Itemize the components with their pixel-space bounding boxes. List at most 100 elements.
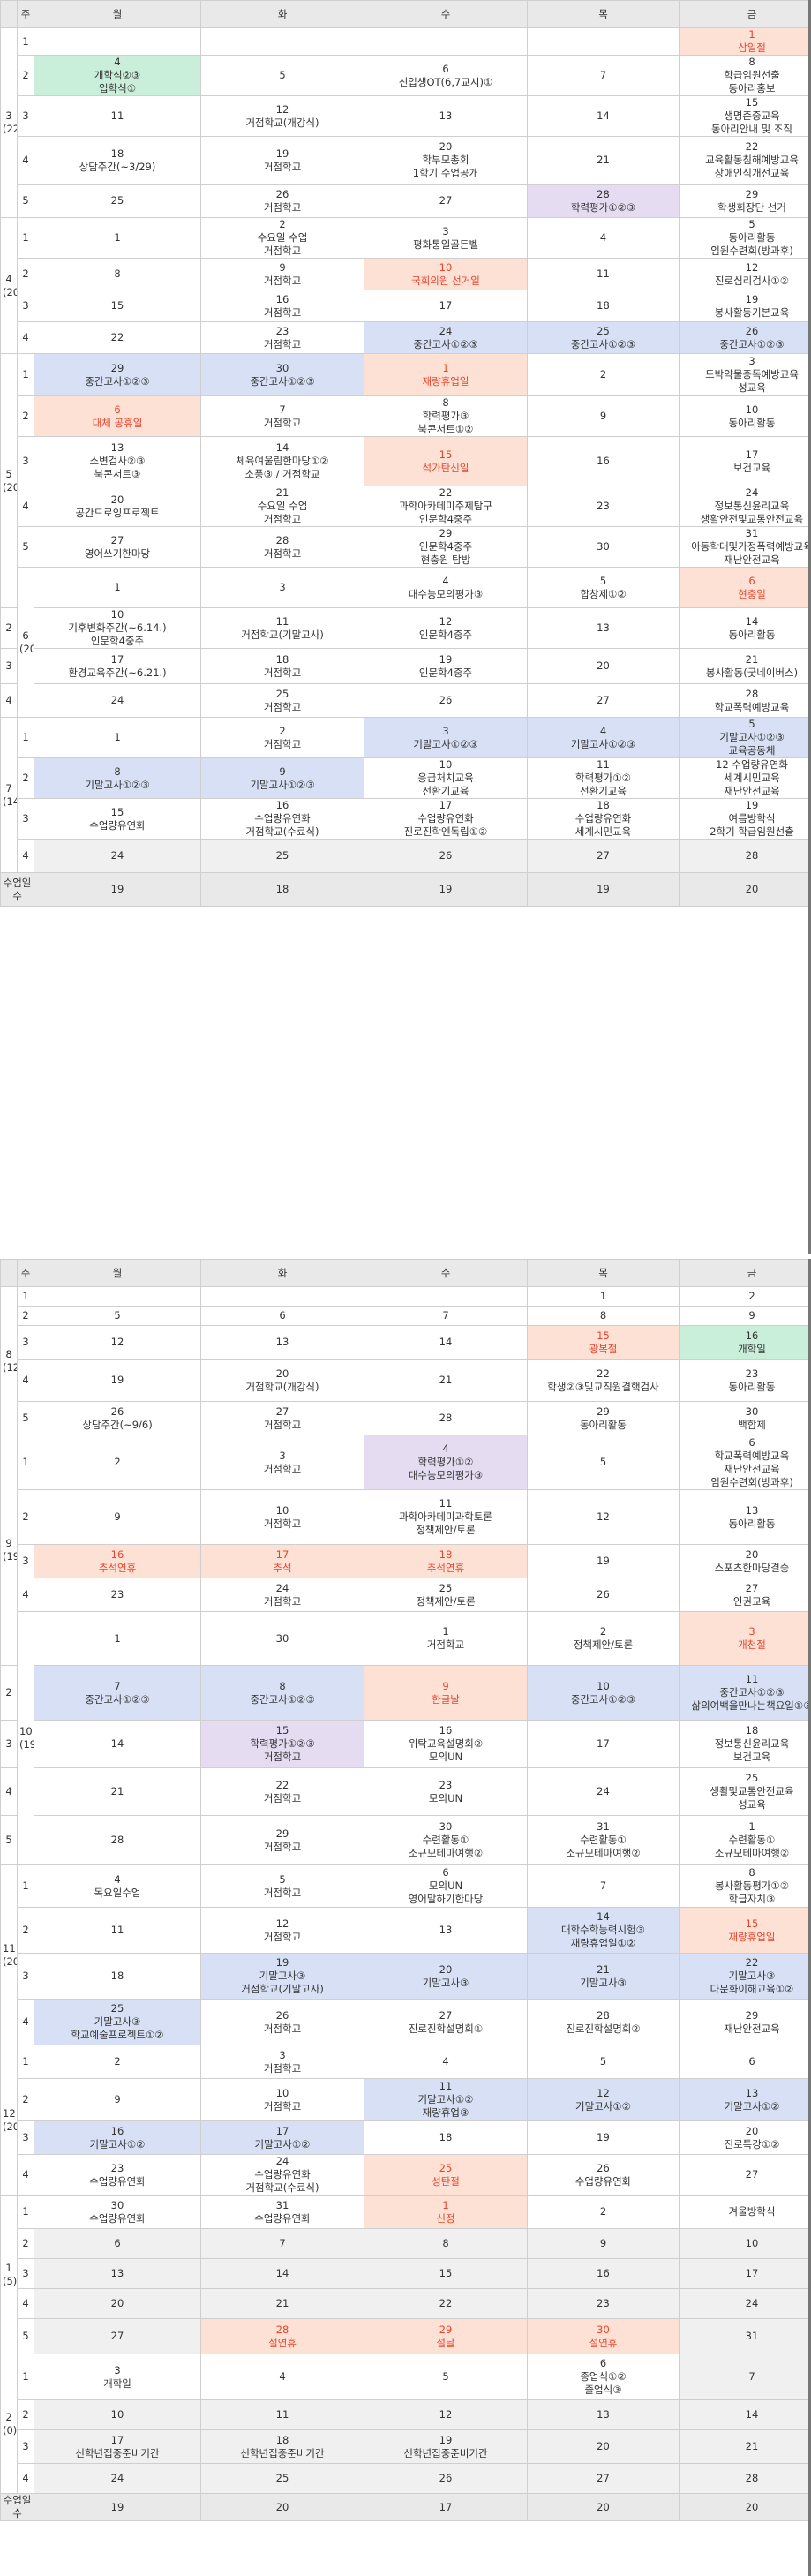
day-text: 3 기말고사①②③ — [413, 724, 478, 750]
day-text: 23 — [597, 500, 610, 512]
day-text: 26 — [597, 1588, 610, 1601]
day-cell: 9 — [679, 1306, 811, 1326]
week-row: 2 9 10 거점학교 11 기말고사①② 재량휴업③ 12 기말고사①② 13 기말고사… — [1, 2078, 811, 2121]
day-cell: 17 보건교육 — [679, 436, 811, 486]
day-cell: 2 — [527, 353, 680, 396]
day-cell: 19 거점학교 — [200, 136, 364, 185]
day-text: 31 아동학대및가정폭력예방교육 재난안전교육 — [691, 527, 811, 567]
summary-day-count: 18 — [200, 872, 364, 907]
day-cell: 5 — [364, 2354, 528, 2400]
day-text: 4 — [599, 231, 607, 244]
summary-day-count: 20 — [200, 2493, 364, 2521]
summary-day-count: 20 — [527, 2493, 680, 2521]
day-cell: 25 거점학교 — [200, 683, 364, 718]
day-cell: 13 — [34, 2258, 201, 2289]
day-cell: 3 기말고사①②③ — [364, 717, 528, 758]
day-text: 19 — [110, 1374, 124, 1386]
week-number: 3 — [17, 95, 34, 137]
day-text: 26 — [439, 849, 453, 862]
day-cell: 10 기후변화주간(~6.14.) 인문학4중주 — [34, 607, 201, 649]
week-number: 3 — [0, 648, 18, 684]
week-number: 4 — [0, 683, 18, 718]
day-cell: 14 동아리활동 — [679, 607, 811, 649]
day-cell: 15 — [364, 2258, 528, 2289]
day-text: 24 — [110, 694, 124, 706]
calendar-table-2: 주월화수목금계8 (12)11202567890312131415 광복절16 … — [0, 1259, 811, 2521]
day-cell: 21 — [364, 1359, 528, 1402]
day-text: 3 — [279, 581, 286, 593]
week-number: 4 — [17, 1359, 34, 1402]
header-day: 금 — [679, 0, 811, 28]
day-cell: 13 — [364, 95, 528, 137]
day-text: 8 — [442, 2237, 449, 2249]
day-text: 19 여름방학식 2학기 학급임원선출 — [710, 799, 794, 839]
day-cell: 24 — [34, 2463, 201, 2494]
day-cell: 17 수업량유연화 진로진학엔독립①② — [364, 798, 528, 840]
day-cell: 6 — [200, 1306, 364, 1326]
day-text: 14 — [275, 2267, 289, 2279]
day-cell: 28 거점학교 — [200, 526, 364, 568]
day-text: 4 — [279, 2370, 286, 2383]
day-text: 4 개학식②③ 입학식① — [94, 56, 141, 95]
day-cell: 20 기말고사③ — [364, 1953, 528, 2000]
day-text: 5 기말고사①②③ 교육공동체 — [719, 718, 785, 757]
day-cell: 6 모의UN 영어말하기한마당 — [364, 1864, 528, 1908]
day-cell: 겨울방학식 — [679, 2195, 811, 2229]
day-text: 12 수업량유연화 세계시민교육 재난안전교육 — [716, 758, 788, 798]
day-text: 20 기말고사③ — [422, 1962, 469, 1989]
day-cell: 15 수업량유연화 — [34, 798, 201, 840]
day-text: 13 — [439, 109, 453, 122]
week-number: 1 — [17, 217, 34, 259]
week-row: 424252627280 — [1, 2463, 811, 2494]
day-text: 22 과학아카데미주제탐구 인문학4중주 — [399, 486, 492, 526]
day-text: 14 — [439, 1336, 453, 1348]
day-cell: 4 기말고사①②③ — [527, 717, 680, 758]
day-cell: 5 — [527, 1435, 680, 1490]
week-row: 2 7 중간고사①②③ 8 중간고사①②③ 9 한글날 10 중간고사①②③ 11 중간고… — [0, 1665, 811, 1721]
day-cell: 16 수업량유연화 거점학교(수료식) — [200, 798, 364, 840]
day-cell: 12 — [364, 2399, 528, 2430]
day-text: 2 — [748, 1290, 755, 1302]
week-number: 4 — [17, 2288, 34, 2319]
day-text: 28 진로진학설명회② — [566, 2008, 641, 2035]
day-text: 4 대수능모의평가③ — [408, 574, 484, 600]
day-text: 25 정책제안/토론 — [416, 1581, 476, 1608]
week-number: 2 — [17, 55, 34, 96]
day-text: 27 — [597, 849, 610, 862]
day-cell: 14 체육여울림한마당①② 소풍③ / 거점학교 — [200, 436, 364, 486]
calendar-grid: 주월화수목금계8 (12)11202567890312131415 광복절16 … — [0, 1259, 811, 2521]
day-cell: 26 — [364, 2463, 528, 2494]
day-text: 1 수련활동① 소규모테마여행② — [714, 1820, 790, 1859]
day-cell: 21 봉사활동(굿네이버스) — [679, 648, 811, 684]
day-cell: 20 진로특강①② — [679, 2120, 811, 2155]
day-cell: 22 과학아카데미주제탐구 인문학4중주 — [364, 486, 528, 527]
day-cell: 1 삼일절 — [679, 27, 811, 56]
day-cell: 2 — [679, 1286, 811, 1307]
day-cell: 6 대체 공휴일 — [34, 395, 201, 437]
day-cell: 9 — [34, 2078, 201, 2121]
day-text: 28 학교폭력예방교육 — [714, 687, 790, 713]
week-number: 4 — [17, 1999, 34, 2045]
day-text: 29 인문학4중주 현충원 탐방 — [418, 527, 473, 567]
day-cell: 13 동아리활동 — [679, 1489, 811, 1545]
day-cell: 17 기말고사①② — [200, 2120, 364, 2155]
summary-day-count: 20 — [679, 2493, 811, 2521]
day-text: 9 거점학교 — [263, 260, 302, 287]
week-row: 4 23 수업량유연화 24 수업량유연화 거점학교(수료식) 25 성탄절 26 수업… — [1, 2154, 811, 2196]
day-text: 30 수련활동① 소규모테마여행② — [408, 1820, 484, 1859]
day-text: 18 신학년집중준비기간 — [240, 2433, 325, 2459]
day-cell: 24 — [34, 839, 201, 873]
day-cell — [34, 1286, 201, 1307]
day-cell: 31 수련활동① 소규모테마여행② — [527, 1815, 680, 1865]
day-cell: 27 인권교육 — [679, 1578, 811, 1612]
week-row: 4 22 23 거점학교 24 중간고사①②③ 25 중간고사①②③ 26 중간고사①②③… — [1, 321, 811, 354]
week-row: 3 (22)11 삼일절0 — [0, 27, 811, 218]
day-cell: 28 진로진학설명회② — [527, 1999, 680, 2045]
day-cell: 15 석가탄신일 — [364, 436, 528, 486]
day-text: 13 소변검사②③ 북콘서트③ — [89, 441, 146, 480]
header-day: 월 — [34, 1259, 201, 1287]
